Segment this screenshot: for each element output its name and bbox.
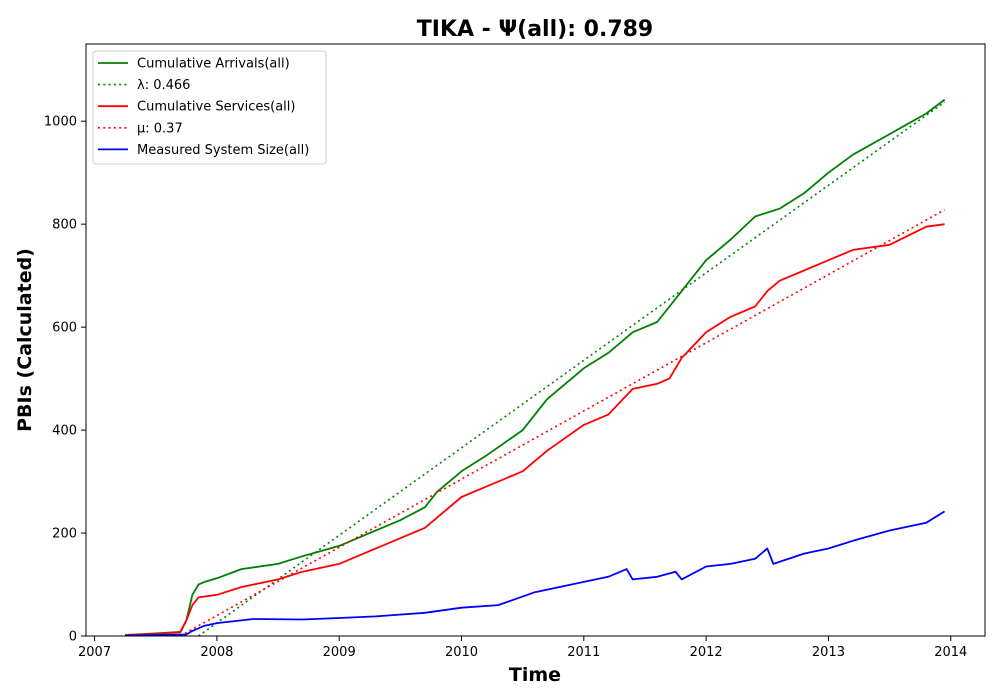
- x-tick-label: 2008: [200, 645, 233, 660]
- chart-title: TIKA - Ψ(all): 0.789: [417, 17, 654, 42]
- y-tick-label: 0: [69, 630, 77, 645]
- x-tick-label: 2010: [445, 645, 478, 660]
- legend-label: λ: 0.466: [137, 78, 190, 93]
- x-tick-label: 2012: [690, 645, 723, 660]
- series-line-4: [125, 510, 946, 637]
- x-axis-label: Time: [509, 664, 561, 686]
- series-line-2: [125, 223, 945, 636]
- x-tick-label: 2007: [78, 645, 111, 660]
- plot-frame: [85, 43, 986, 637]
- x-axis: 2007 2008 2009 2010 2011 2012 2013 2014: [78, 636, 967, 660]
- legend-box: [92, 50, 327, 165]
- y-tick-label: 800: [52, 218, 77, 233]
- legend-label: Cumulative Arrivals(all): [137, 57, 290, 72]
- legend-items: Cumulative Arrivals(all) λ: 0.466 Cumulati…: [98, 57, 309, 158]
- series-line-0: [125, 98, 946, 636]
- series-line-1: [198, 101, 946, 637]
- y-axis: 0 200 400 600 800 1000: [44, 115, 86, 645]
- x-tick-label: 2011: [567, 645, 600, 660]
- x-tick-label: 2013: [812, 645, 845, 660]
- y-tick-label: 600: [52, 321, 77, 336]
- series-line-3: [179, 209, 945, 637]
- legend: Cumulative Arrivals(all) λ: 0.466 Cumulati…: [92, 50, 327, 165]
- y-tick-label: 1000: [44, 115, 77, 130]
- x-tick-label: 2009: [323, 645, 356, 660]
- legend-label: Cumulative Services(all): [137, 100, 295, 115]
- y-axis-label: PBIs (Calculated): [14, 248, 36, 432]
- x-tick-label: 2014: [934, 645, 967, 660]
- y-tick-label: 200: [52, 527, 77, 542]
- legend-label: Measured System Size(all): [137, 143, 309, 158]
- plot-lines: [125, 98, 946, 637]
- legend-label: μ: 0.37: [137, 121, 183, 136]
- y-tick-label: 400: [52, 424, 77, 439]
